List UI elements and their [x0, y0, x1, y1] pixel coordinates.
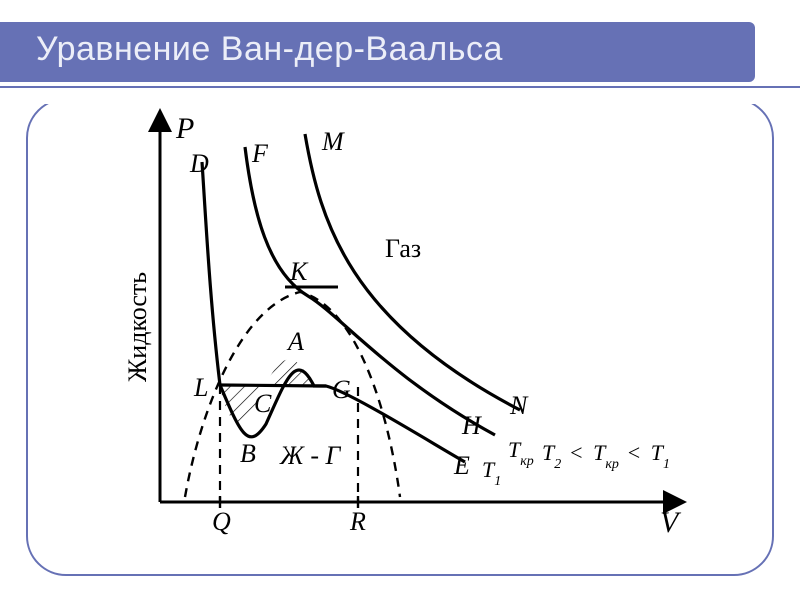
isotherm-M	[305, 134, 520, 410]
label-M: M	[321, 127, 345, 156]
temperature-inequality: T2 < Tкр < T1	[542, 440, 670, 472]
label-A: A	[286, 327, 304, 356]
gas-region-label: Газ	[385, 234, 421, 263]
x-axis-label: V	[660, 506, 682, 539]
label-G: G	[332, 375, 351, 404]
two-phase-region-label: Ж - Г	[279, 441, 341, 470]
y-axis-label: P	[175, 112, 194, 145]
label-T1-curve: T1	[482, 457, 501, 489]
title-underline-rule	[0, 86, 800, 88]
label-Tkr-curve: Tкр	[508, 437, 534, 469]
slide-title: Уравнение Ван-дер-Ваальса	[36, 30, 503, 69]
label-K: K	[289, 257, 309, 286]
isotherm-D-liquid-branch	[202, 162, 220, 385]
label-F: F	[251, 139, 269, 168]
label-C: C	[254, 389, 272, 418]
title-bar: Уравнение Ван-дер-Ваальса	[0, 22, 755, 82]
label-R: R	[349, 507, 366, 536]
label-L: L	[193, 373, 208, 402]
pv-phase-diagram: P V Жидкость Газ Ж - Г D F M K A L C G B…	[90, 102, 710, 552]
label-D: D	[189, 149, 209, 178]
maxwell-tie-line-LG	[220, 385, 326, 386]
label-Q: Q	[212, 507, 231, 536]
isotherm-F-critical	[245, 147, 495, 435]
label-H: H	[461, 411, 482, 440]
label-E: E	[453, 451, 470, 480]
liquid-region-label: Жидкость	[123, 272, 152, 382]
label-N: N	[509, 391, 529, 420]
label-B: B	[240, 439, 256, 468]
